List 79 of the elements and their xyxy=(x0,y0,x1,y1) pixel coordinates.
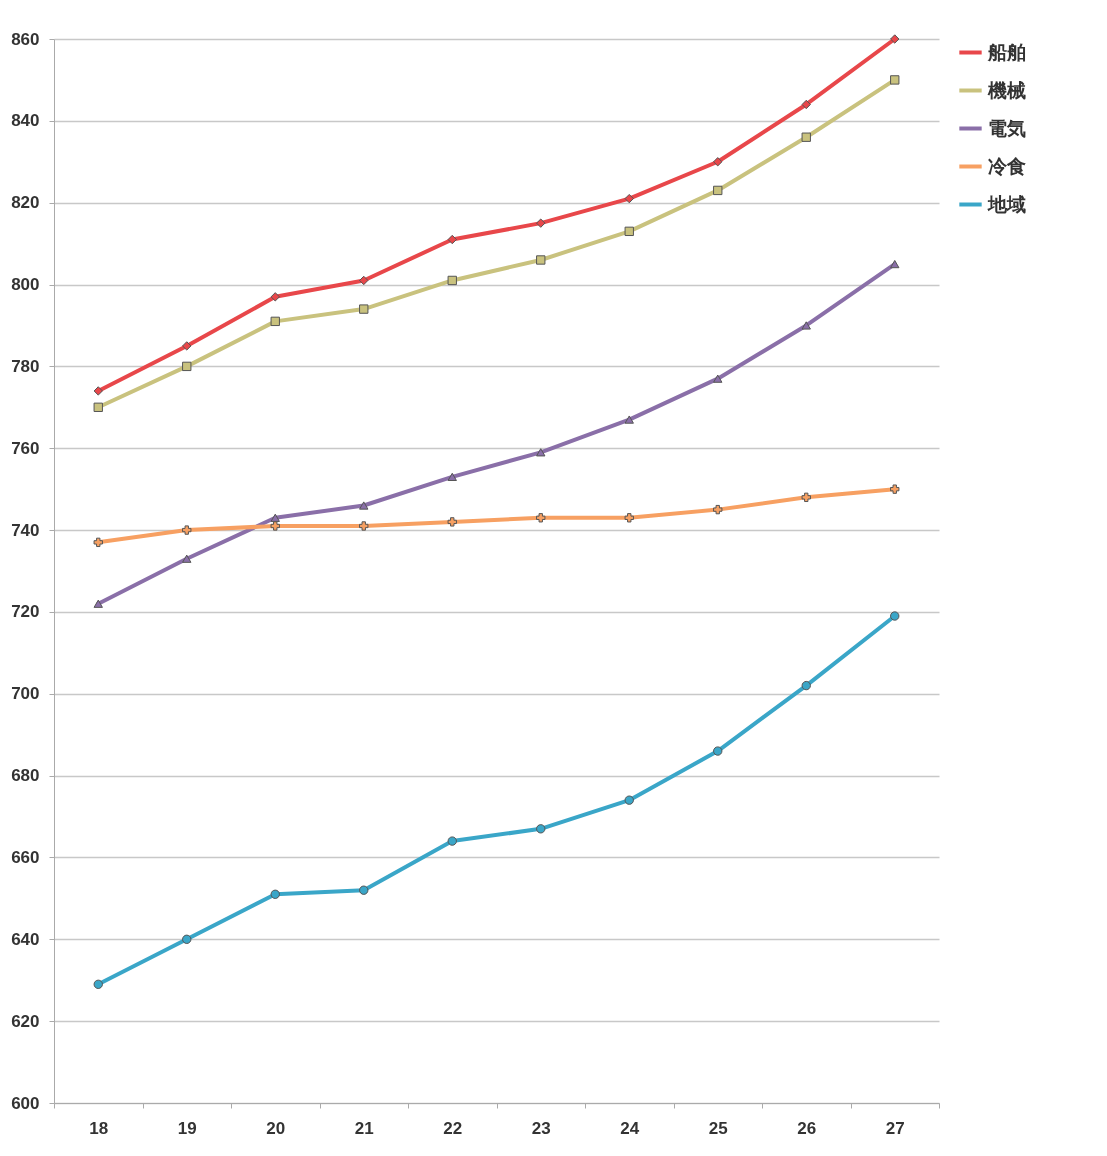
x-tick-label: 20 xyxy=(266,1118,286,1138)
legend-label: 電気 xyxy=(988,117,1026,139)
point xyxy=(536,824,546,834)
y-tick-label: 720 xyxy=(11,602,40,622)
point xyxy=(359,885,369,895)
legend-label: 船舶 xyxy=(987,41,1026,63)
point xyxy=(447,234,457,245)
y-tick-label: 820 xyxy=(11,193,40,213)
y-tick-label: 600 xyxy=(11,1093,40,1113)
point xyxy=(93,599,103,608)
point xyxy=(359,501,369,510)
point xyxy=(624,795,634,805)
y-tick-label: 740 xyxy=(11,520,40,540)
x-tick-label: 22 xyxy=(443,1118,463,1138)
x-tick-label: 24 xyxy=(620,1118,640,1138)
point xyxy=(713,746,723,756)
x-tick-label: 18 xyxy=(89,1118,109,1138)
point xyxy=(624,513,634,523)
point xyxy=(182,341,192,351)
point xyxy=(359,304,369,314)
point xyxy=(890,484,900,494)
point xyxy=(447,836,457,846)
point xyxy=(447,275,457,286)
legend-label: 冷食 xyxy=(988,155,1026,177)
point xyxy=(182,554,192,563)
y-tick-label: 780 xyxy=(11,356,40,376)
point xyxy=(713,504,723,515)
point xyxy=(890,611,900,621)
point xyxy=(270,521,280,531)
y-tick-label: 660 xyxy=(11,847,40,867)
point xyxy=(713,374,723,383)
y-tick-label: 640 xyxy=(11,929,40,949)
y-tick-label: 840 xyxy=(11,111,40,131)
point xyxy=(359,521,369,531)
point xyxy=(890,259,900,269)
y-tick-label: 760 xyxy=(11,438,40,458)
y-tick-label: 700 xyxy=(11,684,40,704)
point xyxy=(801,132,811,142)
x-tick-label: 26 xyxy=(797,1118,817,1138)
point xyxy=(359,275,369,286)
x-tick-label: 27 xyxy=(885,1118,905,1138)
y-tick-label: 860 xyxy=(11,29,40,49)
y-tick-label: 680 xyxy=(11,766,40,786)
point xyxy=(182,525,192,535)
point xyxy=(536,513,546,523)
point xyxy=(536,255,546,265)
point xyxy=(801,680,811,691)
point xyxy=(182,361,192,372)
point xyxy=(270,889,280,899)
point xyxy=(270,513,280,522)
point xyxy=(713,185,723,196)
point xyxy=(890,34,900,44)
point xyxy=(93,402,103,412)
point xyxy=(624,226,634,237)
point xyxy=(447,517,457,527)
x-tick-label: 19 xyxy=(177,1118,197,1138)
point xyxy=(801,99,811,110)
point xyxy=(182,934,192,944)
point xyxy=(93,386,103,396)
point xyxy=(624,193,634,204)
y-tick-label: 620 xyxy=(11,1011,40,1031)
legend-label: 機械 xyxy=(987,79,1026,101)
x-tick-label: 23 xyxy=(531,1118,551,1138)
point xyxy=(536,218,546,228)
point xyxy=(801,492,811,503)
point xyxy=(890,75,900,85)
y-tick-label: 800 xyxy=(11,275,40,295)
point xyxy=(801,321,811,330)
point xyxy=(536,448,546,457)
legend-label: 地域 xyxy=(987,193,1026,215)
point xyxy=(447,472,457,481)
x-tick-label: 25 xyxy=(708,1118,728,1138)
point xyxy=(93,537,103,548)
point xyxy=(93,979,103,989)
point xyxy=(270,316,280,327)
point xyxy=(270,292,280,302)
point xyxy=(624,415,634,424)
point xyxy=(713,157,723,167)
x-tick-label: 21 xyxy=(354,1118,374,1138)
